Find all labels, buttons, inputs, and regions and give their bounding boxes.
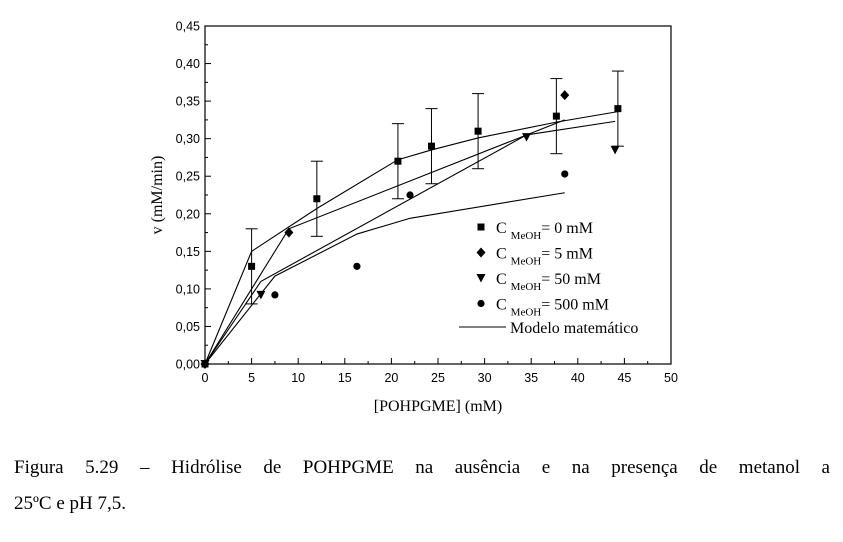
x-axis-label: [POHPGME] (mM) [374,398,502,415]
y-tick-label: 0,25 [176,170,200,184]
error-bars [245,70,624,305]
legend-model-label: Modelo matemático [510,320,638,337]
y-tick-label: 0,40 [176,57,200,71]
x-axis-ticks: 0 5 10 15 20 25 30 35 40 45 50 [202,358,678,385]
data-point-triangle-down [610,145,620,155]
data-point-diamond [476,247,486,258]
x-tick-label: 15 [338,371,352,385]
x-tick-label: 45 [617,371,631,385]
y-tick-label: 0,10 [176,282,200,296]
x-tick-label: 5 [248,371,255,385]
chart: 0 5 10 15 20 25 30 35 40 45 50 0,00 0,05 0,10 0,15 0,2… [149,20,678,416]
data-point-triangle-down [522,133,532,142]
data-point-circle [271,291,279,299]
data-point-square [552,112,560,120]
data-point-circle [477,299,485,308]
figure-caption: Figura 5.29 – Hidrólise de POHPGME na au… [14,450,830,522]
x-tick-label: 10 [291,371,305,385]
x-tick-label: 20 [384,371,398,385]
data-point-triangle-down [476,274,486,283]
data-point-circle [406,191,414,199]
y-axis-label: v (mM/min) [149,156,166,235]
legend-entry: C MeOH= 50 mM [496,271,601,293]
model-line [204,111,618,365]
data-point-square [427,142,435,150]
data-point-triangle-down [256,290,266,300]
y-tick-label: 0,15 [176,245,200,259]
data-point-square [313,195,321,203]
x-tick-label: 30 [478,371,492,385]
data-point-square [474,127,482,135]
x-tick-label: 25 [431,371,445,385]
data-point-circle [561,170,569,178]
data-point-square [477,223,485,231]
data-point-circle [201,360,209,368]
data-point-circle [353,262,361,270]
data-point-square [248,262,256,270]
legend-entry: C MeOH= 0 mM [496,220,593,242]
model-line [204,120,616,365]
data-point-diamond [284,227,294,238]
caption-line-1: Figura 5.29 – Hidrólise de POHPGME na au… [14,457,830,478]
legend-entry: C MeOH= 5 mM [496,246,593,268]
data-points [200,90,622,369]
y-tick-label: 0,35 [176,95,200,109]
y-tick-label: 0,05 [176,320,200,334]
x-tick-label: 0 [202,371,209,385]
data-point-square [394,157,402,165]
model-line [204,192,565,365]
y-tick-label: 0,00 [176,358,200,372]
x-tick-label: 35 [524,371,538,385]
x-tick-label: 40 [571,371,585,385]
y-axis-ticks: 0,00 0,05 0,10 0,15 0,20 0,25 0,30 0,35 0,40 0,45 [176,20,211,372]
legend: C MeOH= 0 mM C MeOH= 5 mM C MeOH= 50 mM C M… [459,220,638,337]
caption-line-2: 25ºC e pH 7,5. [14,493,126,514]
data-point-diamond [560,90,570,101]
legend-entry: C MeOH= 500 mM [496,297,609,319]
data-point-square [614,105,622,113]
y-tick-label: 0,30 [176,132,200,146]
y-tick-label: 0,20 [176,207,200,221]
y-tick-label: 0,45 [176,20,200,34]
x-tick-label: 50 [664,371,678,385]
